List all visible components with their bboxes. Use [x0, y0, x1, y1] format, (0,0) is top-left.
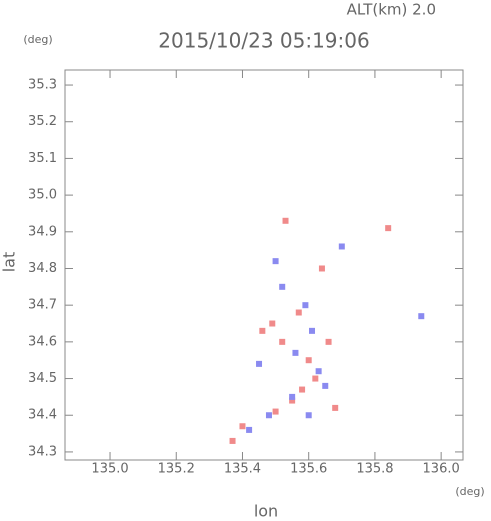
radar-point: [289, 393, 296, 400]
radar-point: [305, 412, 312, 419]
radar-point: [309, 327, 316, 334]
y-tick-label: 34.5: [28, 371, 57, 386]
radar-point: [272, 258, 279, 265]
x-axis-label: lon: [254, 502, 278, 521]
radar-point: [229, 437, 236, 444]
radar-point: [265, 412, 272, 419]
y-tick-label: 34.8: [28, 261, 57, 276]
y-tick-label: 35.1: [28, 151, 57, 166]
y-unit: (deg): [23, 33, 52, 46]
radar-point: [279, 338, 286, 345]
y-tick-label: 35.3: [28, 78, 57, 93]
x-tick-label: 136.0: [423, 462, 460, 477]
altitude-label: ALT(km) 2.0: [347, 1, 436, 19]
radar-point: [292, 349, 299, 356]
radar-point: [295, 309, 302, 316]
radar-point: [246, 426, 253, 433]
y-tick-label: 34.9: [28, 224, 57, 239]
radar-point: [272, 408, 279, 415]
radar-point: [418, 313, 425, 320]
radar-point: [259, 327, 266, 334]
x-unit: (deg): [455, 485, 484, 498]
x-tick-label: 135.0: [91, 462, 128, 477]
radar-point: [385, 225, 392, 232]
radar-point: [305, 357, 312, 364]
y-tick-label: 35.0: [28, 188, 57, 203]
x-tick-label: 135.6: [290, 462, 327, 477]
radar-point: [318, 265, 325, 272]
radar-point: [312, 375, 319, 382]
radar-point: [269, 320, 276, 327]
x-tick-label: 135.8: [356, 462, 393, 477]
plot-frame: [64, 69, 464, 461]
radar-point: [289, 397, 296, 404]
radar-point: [279, 283, 286, 290]
radar-point: [315, 368, 322, 375]
radar-point: [282, 217, 289, 224]
y-tick-label: 35.2: [28, 114, 57, 129]
radar-point: [338, 243, 345, 250]
radar-point: [325, 338, 332, 345]
radar-point: [332, 404, 339, 411]
y-axis-label: lat: [0, 252, 19, 273]
radar-point: [302, 302, 309, 309]
y-tick-label: 34.3: [28, 444, 57, 459]
y-tick-label: 34.4: [28, 408, 57, 423]
radar-point: [239, 423, 246, 430]
x-tick-label: 135.2: [158, 462, 195, 477]
x-tick-label: 135.4: [224, 462, 261, 477]
chart-title: 2015/10/23 05:19:06: [158, 29, 369, 53]
radar-point: [256, 360, 263, 367]
radar-point: [322, 382, 329, 389]
y-tick-label: 34.7: [28, 298, 57, 313]
y-tick-label: 34.6: [28, 334, 57, 349]
radar-point: [299, 386, 306, 393]
